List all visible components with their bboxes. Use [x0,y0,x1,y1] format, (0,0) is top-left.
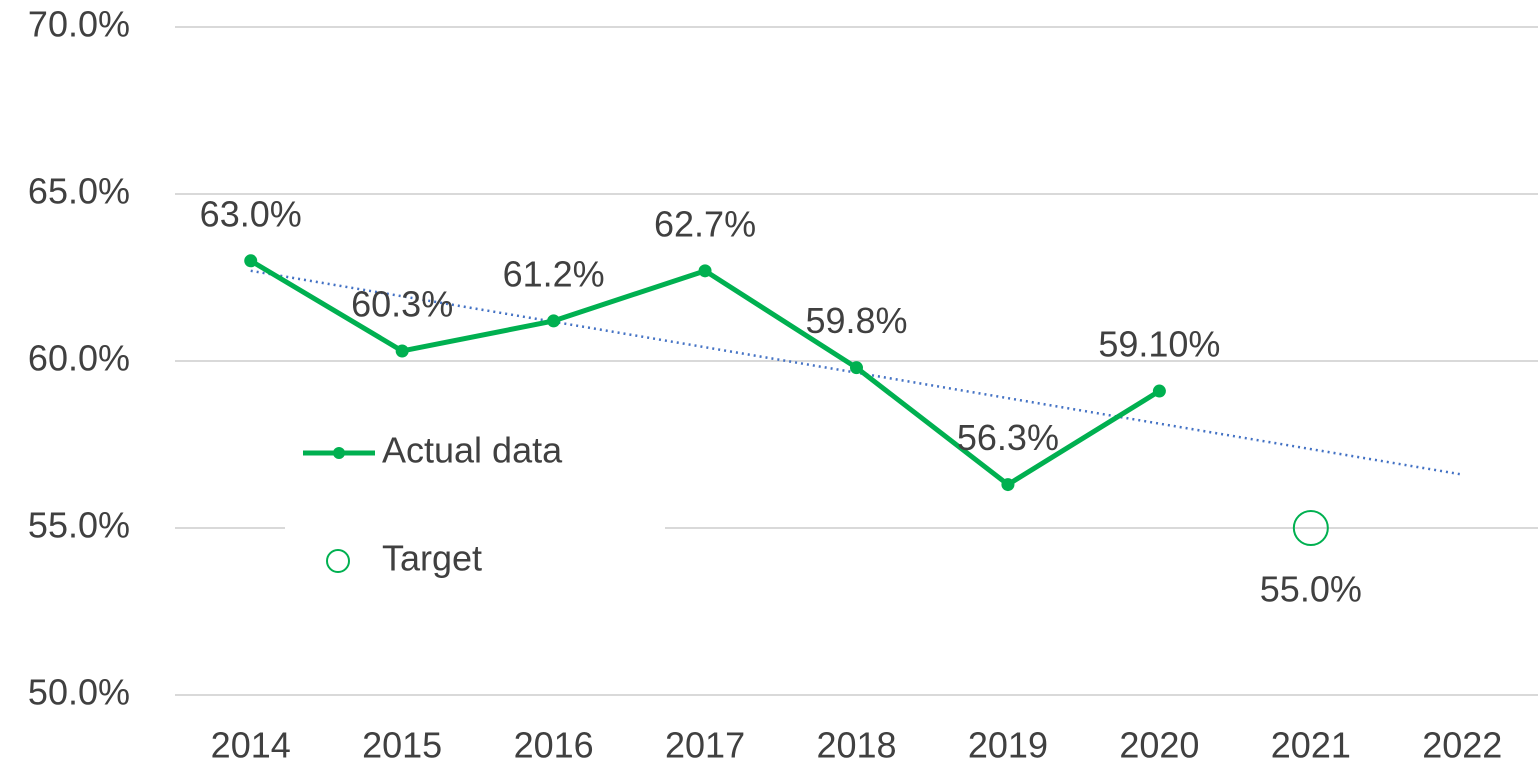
x-tick-label: 2015 [362,725,442,766]
x-tick-label: 2014 [211,725,291,766]
data-point [1152,384,1166,398]
data-label: 61.2% [503,253,605,294]
x-tick-label: 2019 [968,725,1048,766]
data-label: 59.10% [1098,324,1220,365]
data-point [395,344,409,358]
data-label: 59.8% [805,300,907,341]
y-tick-label: 60.0% [28,338,130,379]
data-point [547,314,561,328]
data-point [698,264,712,278]
legend-marker [326,549,350,573]
legend-marker [333,447,345,459]
data-label: 60.3% [351,283,453,324]
legend-label: Actual data [382,430,563,471]
legend-box [285,405,665,610]
data-point [1001,478,1015,492]
x-tick-label: 2018 [816,725,896,766]
x-tick-label: 2016 [514,725,594,766]
x-tick-label: 2021 [1271,725,1351,766]
y-tick-label: 70.0% [28,4,130,45]
y-tick-label: 55.0% [28,505,130,546]
x-tick-label: 2017 [665,725,745,766]
y-tick-label: 50.0% [28,672,130,713]
data-point [850,361,863,375]
data-label: 56.3% [957,417,1059,458]
data-point [1292,510,1329,546]
data-point [244,254,258,268]
data-label: 55.0% [1260,569,1362,610]
x-tick-label: 2022 [1422,725,1502,766]
y-tick-label: 65.0% [28,171,130,212]
x-tick-label: 2020 [1119,725,1199,766]
trendline [250,269,1463,476]
data-label: 63.0% [200,193,302,234]
legend-label: Target [382,538,482,579]
data-label: 62.7% [654,203,756,244]
